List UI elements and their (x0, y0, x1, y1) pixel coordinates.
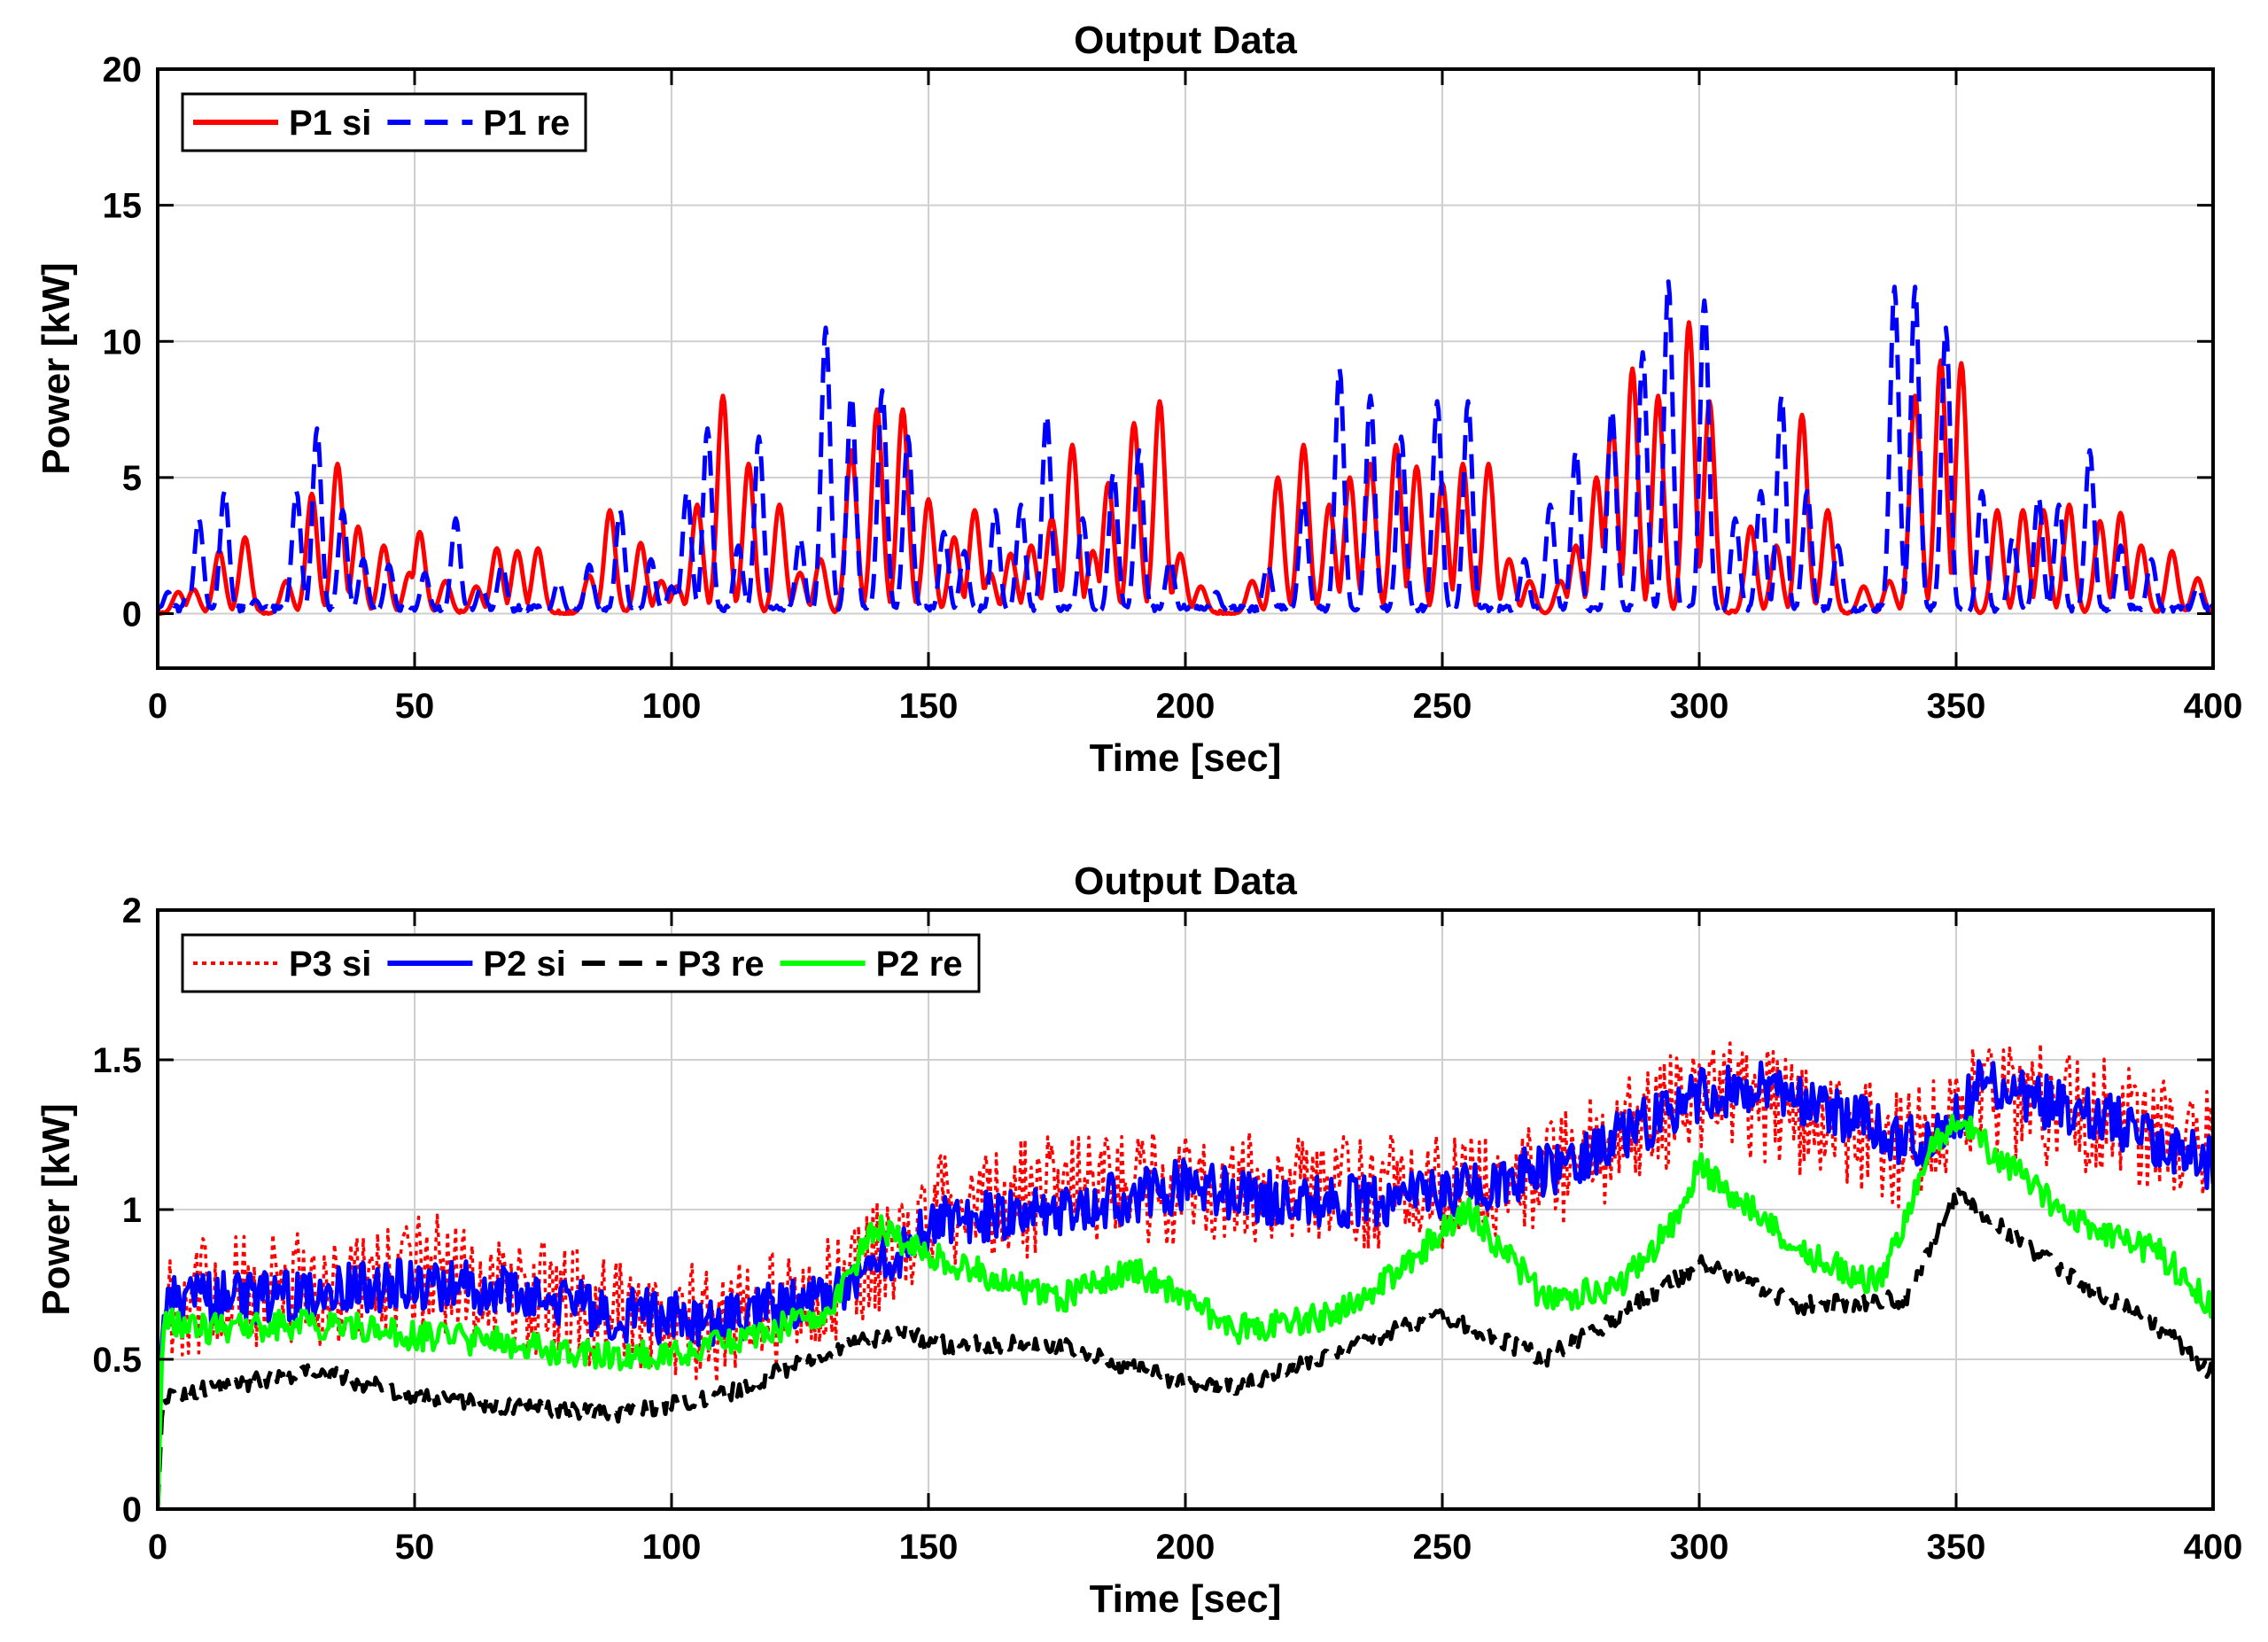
y-tick-label: 0.5 (92, 1341, 142, 1380)
series-line-p2-si (158, 1059, 2213, 1509)
series-line-p2-re (158, 1113, 2213, 1509)
x-tick-label: 350 (1927, 687, 1986, 726)
y-tick-label: 20 (103, 51, 143, 89)
x-tick-label: 400 (2184, 1528, 2243, 1567)
x-tick-label: 150 (899, 1528, 959, 1567)
legend: P1 si P1 re (181, 92, 587, 152)
plot-area (158, 279, 2213, 616)
x-tick-label: 0 (148, 687, 167, 726)
y-tick-label: 0 (122, 595, 142, 634)
x-tick-label: 150 (899, 687, 959, 726)
chart-panel-1: 0 50 100 150 200 250 300 350 400 0 5 10 15 20 Output D… (35, 19, 2242, 780)
series-line-p1-re (158, 279, 2213, 614)
x-tick-label: 350 (1927, 1528, 1986, 1567)
y-tick-label: 5 (122, 459, 142, 498)
x-axis-label: Time [sec] (1090, 1577, 1282, 1621)
x-tick-label: 200 (1156, 687, 1216, 726)
legend-label-p2-si: P2 si (483, 945, 565, 984)
x-tick-label: 250 (1413, 1528, 1472, 1567)
x-tick-label: 50 (395, 1528, 435, 1567)
y-axis-label: Power [kW] (35, 262, 78, 475)
x-tick-label: 400 (2184, 687, 2243, 726)
x-tick-label: 200 (1156, 1528, 1216, 1567)
x-tick-label: 50 (395, 687, 435, 726)
x-tick-label: 250 (1413, 687, 1472, 726)
legend-label-p3-si: P3 si (289, 945, 371, 984)
y-axis-label: Power [kW] (35, 1103, 78, 1316)
y-tick-label: 2 (122, 891, 142, 930)
x-tick-label: 100 (642, 1528, 702, 1567)
y-tick-label: 15 (103, 187, 143, 226)
chart-panel-2: 0 50 100 150 200 250 300 350 400 0 0.5 1 1.5 2 Output … (35, 860, 2242, 1621)
x-tick-label: 300 (1670, 1528, 1729, 1567)
y-tick-label: 1.5 (92, 1041, 142, 1080)
chart-title: Output Data (1074, 19, 1297, 62)
legend-label-p2-re: P2 re (876, 945, 963, 984)
plot-area (158, 1041, 2213, 1509)
x-axis-label: Time [sec] (1090, 736, 1282, 780)
y-tick-label: 10 (103, 323, 143, 362)
x-tick-label: 300 (1670, 687, 1729, 726)
series-line-p3-re (158, 1187, 2213, 1509)
series-line-p3-si (158, 1041, 2213, 1509)
y-tick-label: 1 (122, 1191, 142, 1230)
y-tick-label: 0 (122, 1490, 142, 1529)
x-tick-label: 0 (148, 1528, 167, 1567)
legend-label-p3-re: P3 re (678, 945, 765, 984)
x-tick-label: 100 (642, 687, 702, 726)
chart-title: Output Data (1074, 860, 1297, 903)
legend-label-p1-re: P1 re (483, 104, 570, 143)
legend: P3 si P2 si P3 re P2 re (181, 933, 981, 993)
legend-box (181, 933, 981, 993)
legend-label-p1-si: P1 si (289, 104, 371, 143)
series-line-p1-si (158, 320, 2213, 616)
